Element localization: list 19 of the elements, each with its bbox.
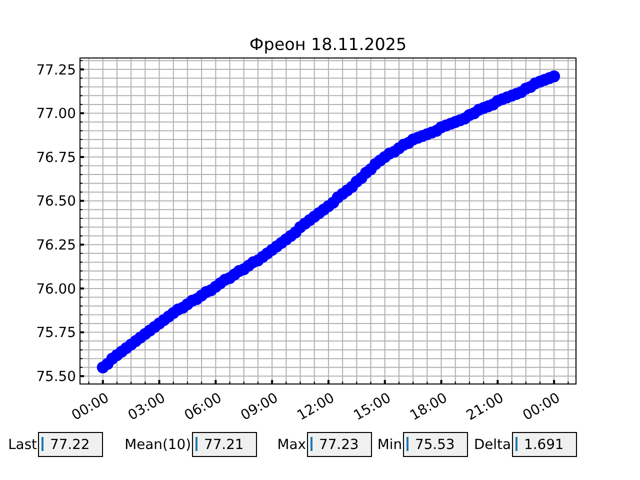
- data-label: 77.23: [319, 436, 359, 453]
- category-label: Mean(10): [124, 436, 191, 453]
- y-tick-label: 75.50: [36, 368, 76, 385]
- y-tick-label: 77.00: [36, 106, 76, 122]
- chart-title: Фреон 18.11.2025: [249, 34, 407, 54]
- data-label: 75.53: [415, 436, 455, 453]
- category-label: Min: [377, 436, 402, 453]
- category-label: Delta: [474, 436, 511, 453]
- category-label: Max: [277, 436, 306, 453]
- data-label: 1.691: [524, 436, 564, 453]
- y-tick-label: 75.75: [36, 325, 76, 342]
- category-label: Last: [8, 436, 38, 453]
- y-tick-label: 76.25: [36, 238, 76, 254]
- y-tick-label: 76.50: [36, 194, 76, 210]
- y-tick-label: 77.25: [36, 62, 76, 78]
- y-tick-label: 76.00: [36, 281, 76, 298]
- data-label: 77.21: [204, 436, 244, 453]
- data-label: 77.22: [50, 436, 90, 453]
- y-tick-label: 76.75: [36, 150, 76, 166]
